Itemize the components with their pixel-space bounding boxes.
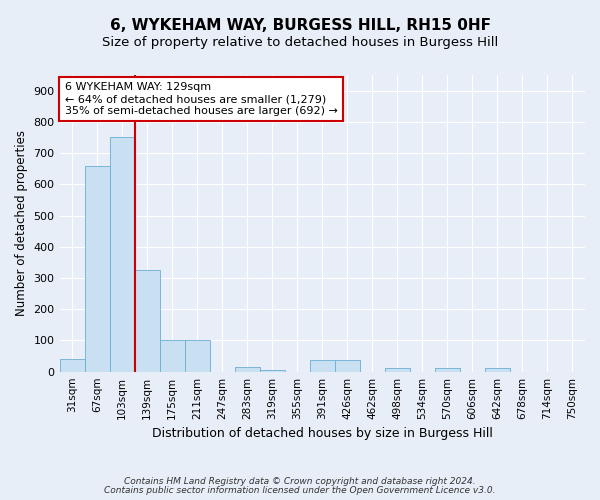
Text: Contains public sector information licensed under the Open Government Licence v3: Contains public sector information licen… (104, 486, 496, 495)
Text: Size of property relative to detached houses in Burgess Hill: Size of property relative to detached ho… (102, 36, 498, 49)
Bar (110, 138, 134, 372)
Bar (385, 368, 410, 372)
Bar (235, 367, 260, 372)
Text: 6, WYKEHAM WAY, BURGESS HILL, RH15 0HF: 6, WYKEHAM WAY, BURGESS HILL, RH15 0HF (110, 18, 491, 32)
Bar (185, 340, 209, 372)
Bar (260, 370, 285, 372)
Bar (59, 358, 85, 372)
Bar (310, 360, 335, 372)
Bar (435, 368, 460, 372)
Y-axis label: Number of detached properties: Number of detached properties (15, 130, 28, 316)
Bar (160, 340, 185, 372)
Bar (335, 360, 360, 372)
Text: 6 WYKEHAM WAY: 129sqm
← 64% of detached houses are smaller (1,279)
35% of semi-d: 6 WYKEHAM WAY: 129sqm ← 64% of detached … (65, 82, 338, 116)
Bar (134, 270, 160, 372)
Text: Contains HM Land Registry data © Crown copyright and database right 2024.: Contains HM Land Registry data © Crown c… (124, 477, 476, 486)
Bar (485, 368, 510, 372)
Bar (85, 166, 110, 372)
X-axis label: Distribution of detached houses by size in Burgess Hill: Distribution of detached houses by size … (152, 427, 493, 440)
